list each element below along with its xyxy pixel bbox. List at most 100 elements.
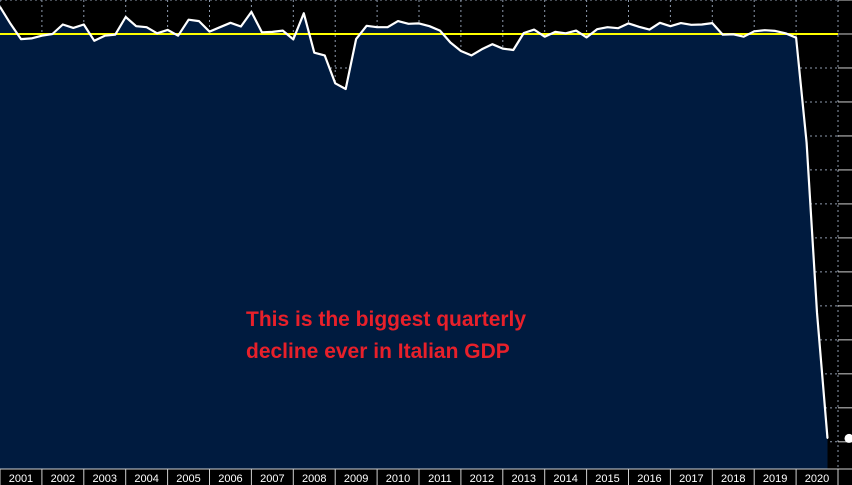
x-tick-label: 2009 [344,473,368,485]
data-point [146,26,148,28]
data-point [565,32,567,34]
data-point [816,312,818,314]
x-tick-label: 2005 [176,473,200,485]
x-tick-label: 2012 [470,473,494,485]
data-point [764,29,766,31]
x-tick-label: 2015 [595,473,619,485]
data-point [104,35,106,37]
data-point [229,22,232,24]
data-point [366,25,368,27]
data-point [376,26,378,28]
data-point [313,52,315,54]
data-point [680,22,682,24]
x-tick-label: 2020 [805,473,829,485]
data-point [9,23,12,25]
data-point [41,35,43,37]
data-point [753,30,755,32]
data-point [606,26,609,28]
x-tick-label: 2010 [386,473,410,485]
data-point [711,22,713,24]
data-point [397,20,399,22]
data-point [732,33,734,35]
data-point [617,27,619,29]
data-point [282,30,284,32]
x-tick-label: 2007 [260,473,284,485]
annotation-line-1: This is the biggest quarterly [246,308,527,331]
data-point [219,26,221,28]
x-tick-label: 2002 [51,473,75,485]
data-point [387,26,389,28]
area-series [0,6,828,470]
data-point [554,31,556,33]
data-point [188,19,190,21]
x-tick-label: 2001 [9,473,33,485]
data-point [324,54,326,57]
x-tick-label: 2018 [721,473,745,485]
data-point [648,29,651,31]
data-point [449,41,451,44]
end-marker-group [844,433,852,443]
data-point [303,12,305,14]
data-point [502,48,504,50]
x-tick-label: 2019 [763,473,787,485]
data-point [62,23,64,26]
data-point [659,22,661,24]
x-tick-label: 2011 [428,473,452,485]
data-point [292,38,294,41]
data-point [533,29,535,31]
data-point [51,33,54,35]
x-tick-label: 2004 [134,473,158,485]
data-point [125,16,127,18]
data-point [72,27,74,29]
data-point [250,11,252,13]
data-point [460,50,462,52]
data-point [418,22,420,24]
data-point [114,34,116,36]
x-tick-label: 2006 [218,473,242,485]
data-point [83,23,85,26]
series-line [0,6,829,439]
data-point [271,31,273,33]
data-point [481,48,483,50]
data-point [156,32,158,34]
data-point [428,25,431,27]
x-tick-label: 2017 [679,473,703,485]
data-point [240,25,242,28]
data-point [407,23,410,25]
data-point [345,88,347,90]
x-tick-label: 2008 [302,473,326,485]
data-point [586,36,588,39]
data-point [512,49,514,51]
data-point [544,36,546,38]
data-point [93,40,95,42]
data-point [177,35,179,37]
data-point [167,29,169,31]
data-point [701,23,703,26]
data-point [575,30,577,32]
last-value-marker [844,433,852,443]
data-point [690,24,692,26]
line-series [0,6,829,439]
data-point [208,31,211,33]
data-point [355,38,357,40]
x-tick-label: 2013 [512,473,536,485]
data-point [627,22,630,24]
data-point [795,37,797,39]
data-point [669,25,672,27]
x-tick-label: 2016 [637,473,661,485]
data-point [30,37,32,40]
data-point [261,31,263,33]
data-point [523,32,525,34]
data-point [470,54,472,57]
data-point [743,36,745,38]
data-point [774,30,776,32]
x-tick-label: 2014 [553,473,577,485]
area-fill [0,6,828,470]
data-point [334,82,336,84]
annotation-line-2: decline ever in Italian GDP [246,340,510,363]
data-point [826,437,829,439]
data-point [20,38,22,40]
data-point [0,6,1,8]
